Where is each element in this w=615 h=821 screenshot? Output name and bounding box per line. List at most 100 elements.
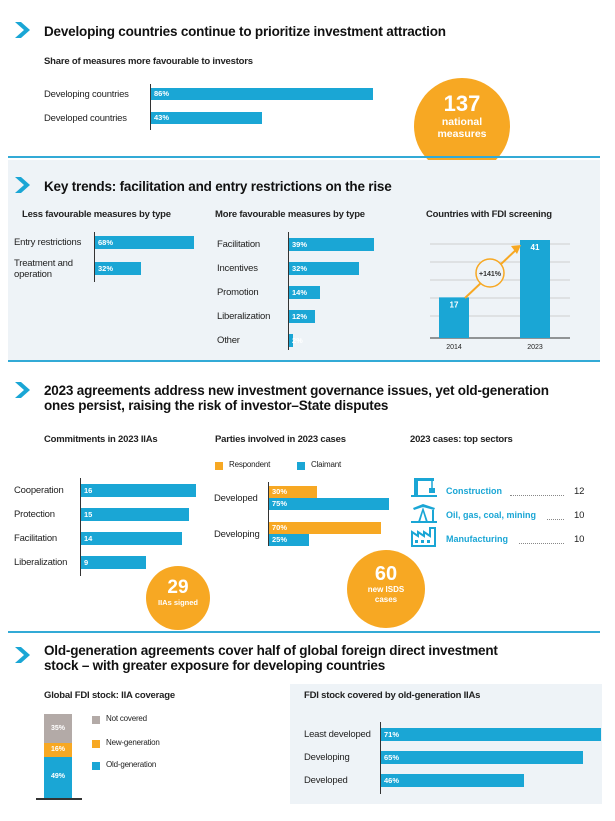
stock-segment-not-covered xyxy=(44,714,72,744)
factory-icon xyxy=(411,527,436,547)
s2-more-bar-label: 39% xyxy=(292,240,308,249)
separator xyxy=(8,631,600,633)
s3-commit-label: Facilitation xyxy=(14,533,58,544)
s4-title-line1: Old-generation agreements cover half of … xyxy=(44,643,498,658)
sector-label: Oil, gas, coal, mining xyxy=(446,510,537,520)
sector-value: 10 xyxy=(574,534,585,545)
s4-old-bar-label: 65% xyxy=(384,753,400,762)
s2-more-bar-label: 2% xyxy=(292,336,303,345)
screening-bar-2014 xyxy=(439,297,469,338)
sector-leader xyxy=(519,543,564,544)
s3-commit-bar xyxy=(81,532,182,545)
s2-more-label: Promotion xyxy=(217,287,259,298)
s3-commit-badge-number: 29 xyxy=(167,577,189,598)
s3-title-line2: ones persist, raising the risk of invest… xyxy=(44,398,389,413)
s1-badge-line2: measures xyxy=(437,128,487,140)
s3-respondent-bar xyxy=(269,522,381,534)
s1-bar-developing xyxy=(151,88,373,100)
s3-commit-title: Commitments in 2023 IIAs xyxy=(44,434,158,445)
s3-commit-badge: 29 IIAs signed xyxy=(146,566,210,630)
s2-less-label-line2: operation xyxy=(14,269,52,280)
s2-less-bar xyxy=(95,262,142,275)
legend-swatch-new-generation xyxy=(92,740,100,748)
legend-claimant: Claimant xyxy=(311,460,341,469)
s2-more-bar xyxy=(289,334,294,347)
stock-segment-old-generation xyxy=(44,756,72,798)
s1-subtitle: Share of measures more favourable to inv… xyxy=(44,56,253,67)
screening-year-2023: 2023 xyxy=(527,344,543,351)
s2-less-bar-label: 68% xyxy=(98,238,114,247)
s2-less-label: Entry restrictions xyxy=(14,237,82,248)
legend-swatch-not-covered xyxy=(92,716,100,724)
s1-axis xyxy=(150,84,151,130)
s2-more-label: Other xyxy=(217,335,240,346)
legend-old-generation: Old-generation xyxy=(106,760,157,769)
stock-segment-label: 35% xyxy=(50,724,65,732)
s1-row-label: Developing countries xyxy=(44,89,129,100)
s3-commit-bar xyxy=(81,556,146,569)
s3-commit-axis xyxy=(80,478,81,576)
s3-claimant-bar-label: 25% xyxy=(272,535,288,544)
s2-more-bar-label: 12% xyxy=(292,312,308,321)
s2-less-axis xyxy=(94,232,95,282)
s1-bar-label: 43% xyxy=(154,113,170,122)
section-1-title: Developing countries continue to priorit… xyxy=(44,24,446,39)
s2-more-label: Liberalization xyxy=(217,311,271,322)
s4-old-title: FDI stock covered by old-generation IIAs xyxy=(304,690,481,701)
s3-parties-label: Developing xyxy=(214,529,260,540)
s4-old-bar xyxy=(381,751,583,764)
s2-more-label: Facilitation xyxy=(217,239,261,250)
s3-commit-bar-label: 14 xyxy=(84,534,93,543)
growth-arrow-head xyxy=(511,245,521,254)
s4-old-bar xyxy=(381,728,602,741)
s2-more-bar xyxy=(289,238,375,251)
chevron-right-icon xyxy=(15,647,30,663)
s2-less-title: Less favourable measures by type xyxy=(22,209,171,220)
legend-respondent: Respondent xyxy=(229,460,271,469)
legend-new-generation: New-generation xyxy=(106,738,160,747)
s3-claimant-bar-label: 75% xyxy=(272,499,288,508)
s2-more-bar xyxy=(289,286,320,299)
s4-old-label: Least developed xyxy=(304,729,371,740)
s3-commit-bar-label: 15 xyxy=(84,510,93,519)
section-3-title: 2023 agreements address new investment g… xyxy=(44,383,549,413)
s2-screening-title: Countries with FDI screening xyxy=(426,209,552,220)
s4-old-bar-label: 71% xyxy=(384,730,400,739)
s3-respondent-bar-label: 70% xyxy=(272,523,288,532)
s2-less-label: Treatment and operation xyxy=(14,258,73,280)
s3-commit-badge-text: IIAs signed xyxy=(157,598,198,607)
section-2-title: Key trends: facilitation and entry restr… xyxy=(44,179,392,194)
sector-label: Manufacturing xyxy=(446,534,508,544)
s3-parties-badge-line2: cases xyxy=(374,595,398,604)
separator xyxy=(8,360,600,362)
stock-segment-label: 16% xyxy=(50,746,65,754)
s3-commit-bar-label: 16 xyxy=(84,486,93,495)
s2-more-bar xyxy=(289,310,316,323)
s2-screening-chart: 17 41 2014 2023 +141% xyxy=(430,240,570,351)
s3-claimant-bar xyxy=(269,534,309,546)
s2-more-bar xyxy=(289,262,359,275)
s4-old-label: Developed xyxy=(304,775,348,786)
s3-parties-label: Developed xyxy=(214,493,258,504)
growth-circle xyxy=(475,258,505,288)
s3-commit-label: Liberalization xyxy=(14,557,68,568)
separator xyxy=(8,156,600,158)
s3-parties-badge: 60 new ISDS cases xyxy=(347,550,425,628)
s3-commit-bar xyxy=(81,508,189,521)
s3-parties-badge-line1: new ISDS xyxy=(367,585,405,594)
screening-bar-2023 xyxy=(520,240,550,338)
sector-leader xyxy=(510,495,564,496)
s4-old-bar-label: 46% xyxy=(384,776,400,785)
stock-segment-label: 49% xyxy=(50,773,65,781)
s2-more-bar-label: 14% xyxy=(292,288,308,297)
stock-segment-new-generation xyxy=(44,743,72,757)
s3-claimant-bar xyxy=(269,498,389,510)
growth-label: +141% xyxy=(479,271,502,278)
chevron-right-icon xyxy=(15,382,30,398)
screening-value-2014: 17 xyxy=(450,300,459,309)
sector-value: 12 xyxy=(574,486,585,497)
s3-commit-bar xyxy=(81,484,197,497)
s4-title-line2: stock – with greater exposure for develo… xyxy=(44,658,386,673)
s4-old-label: Developing xyxy=(304,752,350,763)
legend-swatch-old-generation xyxy=(92,762,100,770)
